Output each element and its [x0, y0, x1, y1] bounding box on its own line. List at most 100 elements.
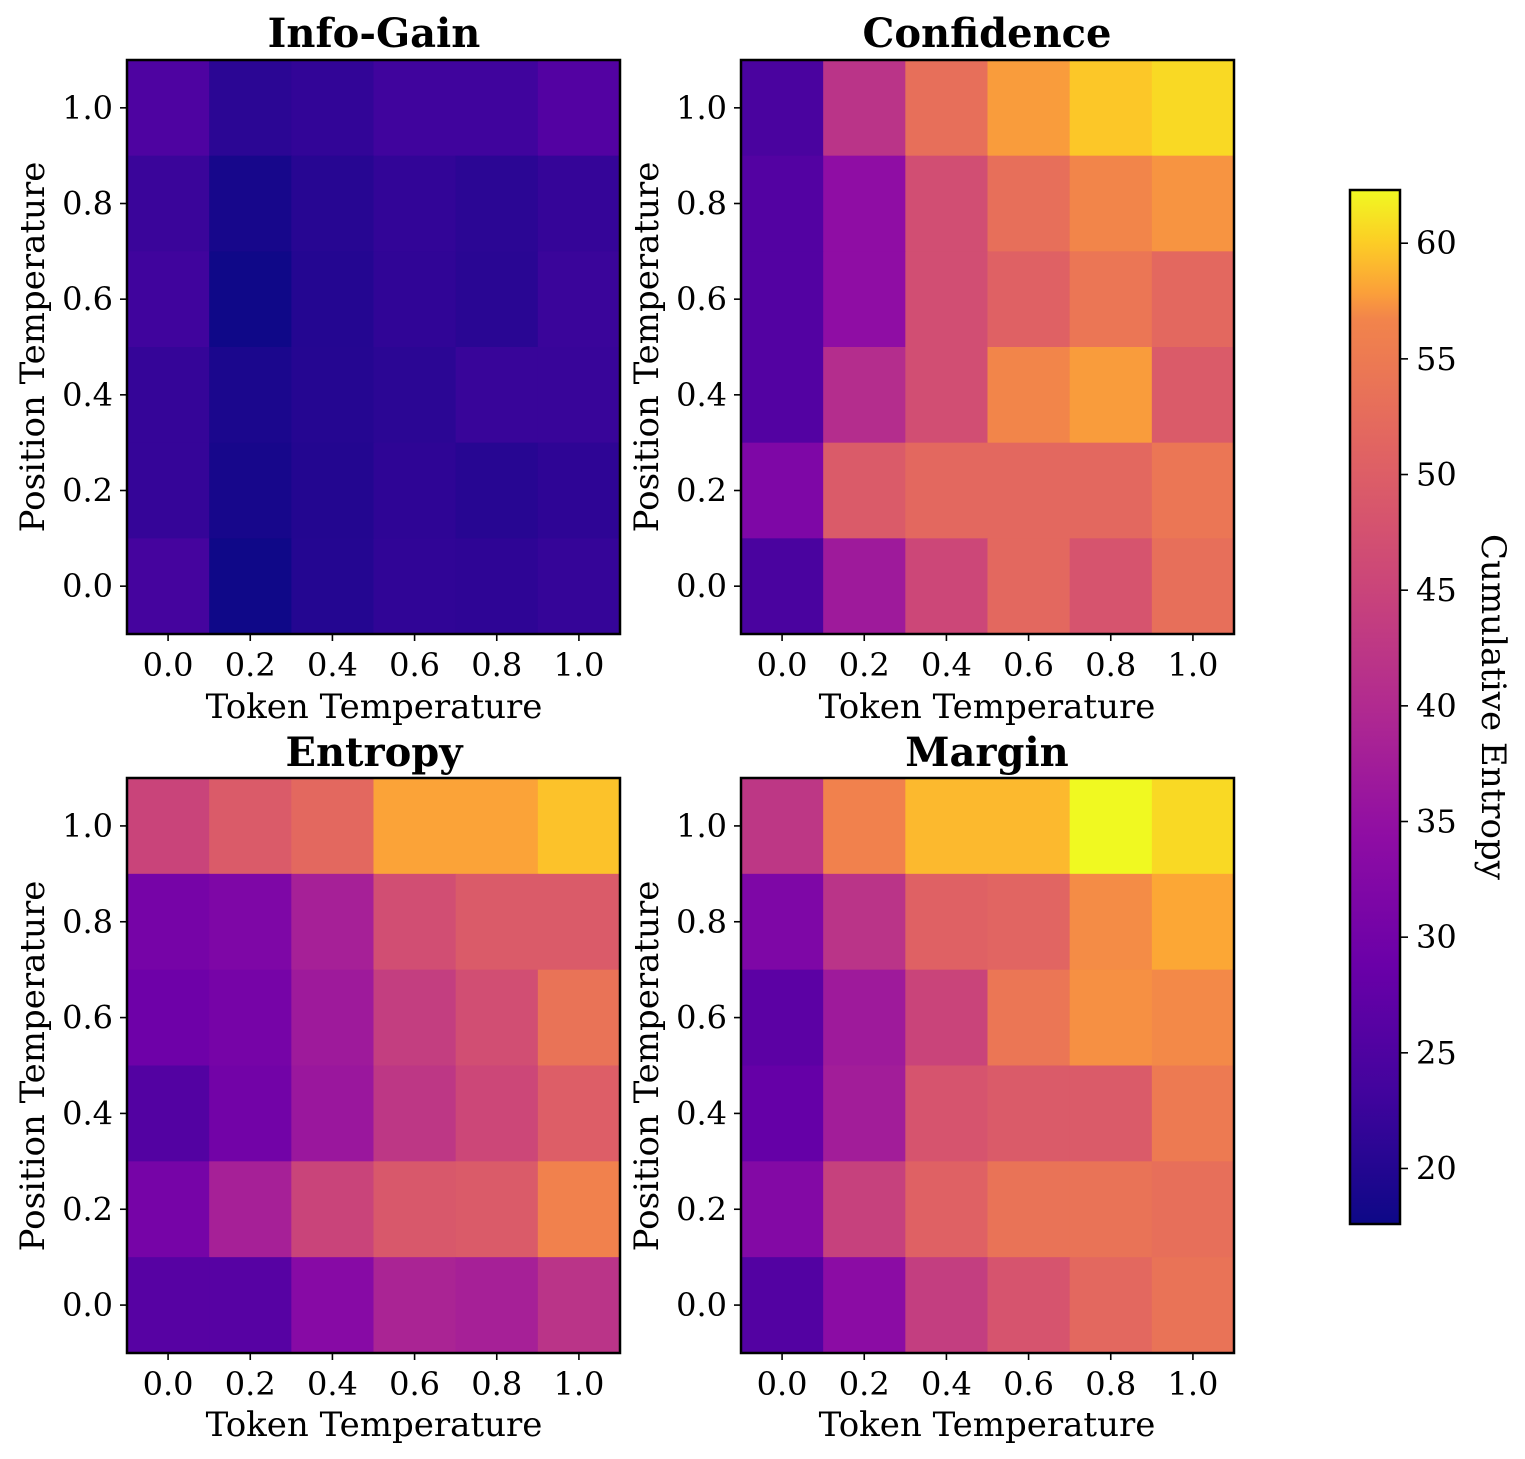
heatmap-cell [291, 969, 375, 1067]
heatmap-cell [455, 1161, 539, 1258]
x-axis-label: Token Temperature [819, 1405, 1156, 1445]
heatmap-cell [537, 538, 621, 635]
heatmap-cell [987, 155, 1071, 252]
heatmap-cell [209, 969, 292, 1067]
heatmap-cell [1151, 873, 1235, 971]
heatmap-cell [1151, 442, 1235, 539]
heatmap-cell [1151, 155, 1235, 252]
y-axis-label: Position Temperature [13, 881, 53, 1252]
heatmap-cell [987, 251, 1071, 348]
y-axis-label: Position Temperature [627, 162, 667, 533]
heatmap-cell [741, 1257, 824, 1354]
heatmap-cell [987, 1161, 1071, 1258]
heatmap-cell [1151, 1161, 1235, 1258]
y-tick-label: 0.4 [676, 1094, 727, 1132]
x-axis-label: Token Temperature [206, 1405, 543, 1445]
panel-title: Confidence [863, 10, 1112, 57]
heatmap-cell [1151, 538, 1235, 635]
heatmap-cell [537, 1161, 621, 1258]
heatmap-cell [905, 1257, 989, 1354]
y-tick-label: 1.0 [62, 89, 113, 127]
y-tick-label: 0.6 [62, 280, 113, 318]
x-tick-label: 0.8 [471, 1365, 522, 1403]
heatmap-cell [373, 1065, 457, 1162]
heatmap-cell [291, 1065, 375, 1162]
heatmap-cell [987, 969, 1071, 1067]
colorbar-frame [1348, 188, 1402, 1226]
panel-title: Entropy [285, 729, 464, 776]
heatmap-cell [987, 538, 1071, 635]
heatmap-cell [373, 442, 457, 539]
colorbar-gradient [1350, 190, 1400, 1224]
x-tick-label: 0.0 [757, 646, 808, 684]
x-tick-label: 0.2 [839, 1365, 890, 1403]
heatmap-cell [455, 538, 539, 635]
heatmap-cell [209, 251, 292, 348]
heatmap-cell [1069, 1257, 1153, 1354]
heatmap-cell [905, 1065, 989, 1162]
heatmap-cell [127, 251, 210, 348]
heatmap-cell [1151, 1257, 1235, 1354]
heatmap-cell [455, 1257, 539, 1354]
x-tick-label: 1.0 [1167, 646, 1218, 684]
heatmap-cell [987, 347, 1071, 444]
y-tick-label: 0.8 [676, 185, 727, 223]
axis-ticks: 0.0 0.2 0.4 0.6 0.8 1.0 0.0 0.2 0.4 0.6 0.8 1.0 [62, 89, 604, 684]
heatmap-cell [127, 1257, 210, 1354]
heatmap-cell [291, 1161, 375, 1258]
heatmap-cell [209, 873, 292, 971]
heatmap-cell [905, 538, 989, 635]
y-tick-label: 1.0 [676, 89, 727, 127]
heatmap-cell [209, 1257, 292, 1354]
x-tick-label: 1.0 [553, 646, 604, 684]
y-tick-label: 0.8 [62, 185, 113, 223]
heatmap-cell [291, 347, 375, 444]
heatmap-cell [373, 1257, 457, 1354]
heatmap-cell [373, 60, 457, 157]
heatmap-cell [455, 60, 539, 157]
colorbar-tick-label: 30 [1416, 918, 1457, 956]
x-tick-label: 0.6 [1003, 646, 1054, 684]
heatmap-cell [455, 1065, 539, 1162]
heatmap-cell [987, 442, 1071, 539]
y-tick-label: 0.2 [676, 1190, 727, 1228]
heatmap-cell [823, 873, 906, 971]
heatmap-cell [823, 155, 906, 252]
heatmap-cell [373, 155, 457, 252]
heatmap-cell [823, 1065, 906, 1162]
heatmap-cell [127, 538, 210, 635]
heatmap-cell [1151, 778, 1235, 875]
heatmap-cell [1151, 1065, 1235, 1162]
heatmap-cell [905, 1161, 989, 1258]
heatmap-cell [987, 778, 1071, 875]
heatmap-cell [1069, 60, 1153, 157]
heatmap-cell [905, 873, 989, 971]
heatmap-cell [905, 442, 989, 539]
heatmap-cells [741, 778, 1235, 1354]
y-tick-label: 0.8 [676, 903, 727, 941]
heatmap-cell [741, 1065, 824, 1162]
heatmap-panel-confidence: Confidence 0.0 0.2 0.4 0.6 0.8 1.00.00.20.40.… [627, 10, 1236, 727]
heatmap-cell [537, 1065, 621, 1162]
x-tick-label: 0.0 [757, 1365, 808, 1403]
x-tick-label: 0.4 [307, 646, 358, 684]
y-tick-label: 0.4 [676, 376, 727, 414]
y-tick-label: 0.0 [62, 1286, 113, 1324]
heatmap-cell [1151, 251, 1235, 348]
heatmap-cell [209, 60, 292, 157]
heatmap-cell [741, 1161, 824, 1258]
heatmap-cell [741, 538, 824, 635]
heatmap-cells [127, 778, 621, 1354]
heatmap-cell [291, 1257, 375, 1354]
heatmap-cell [455, 873, 539, 971]
x-tick-label: 0.2 [839, 646, 890, 684]
heatmap-cell [1069, 778, 1153, 875]
heatmap-cells [741, 60, 1235, 635]
x-tick-label: 0.0 [143, 1365, 194, 1403]
heatmap-cell [823, 1161, 906, 1258]
heatmap-cell [209, 1065, 292, 1162]
colorbar-tick-label: 35 [1416, 803, 1457, 841]
heatmap-cell [1069, 442, 1153, 539]
heatmap-panel-margin: Margin 0.0 0.2 0.4 0.6 0.8 1.0 0.0 0.2 0.4 0.6 0.8… [627, 729, 1236, 1445]
heatmap-cell [741, 60, 824, 157]
